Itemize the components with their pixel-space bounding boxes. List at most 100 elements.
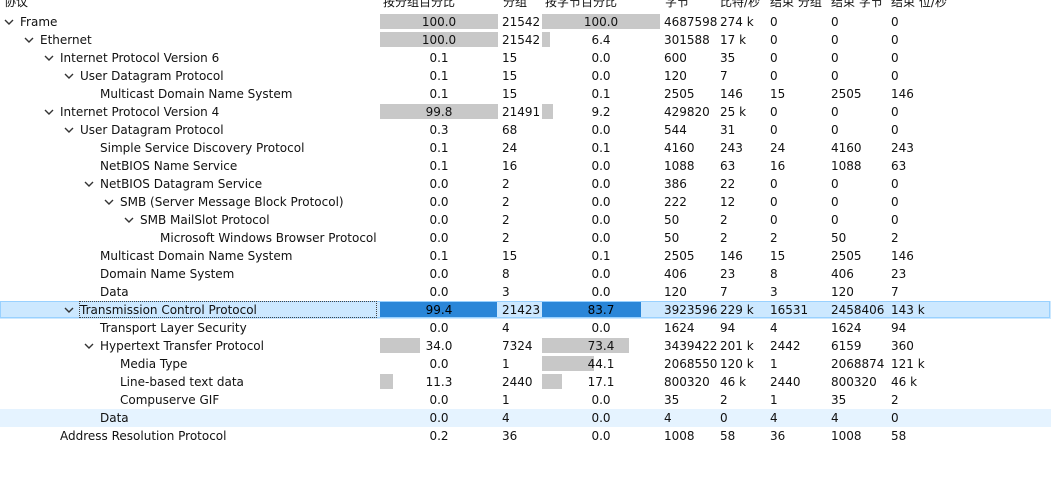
chevron-down-icon[interactable] — [44, 107, 54, 117]
bytes-value: 1088 — [664, 159, 695, 173]
chevron-down-icon[interactable] — [84, 341, 94, 351]
chevron-down-icon[interactable] — [84, 179, 94, 189]
protocol-name: Domain Name System — [100, 267, 235, 281]
end-packets-value: 2442 — [770, 339, 801, 353]
packets-value: 2 — [502, 177, 510, 191]
tree-row[interactable]: Compuserve GIF 0.0 1 0.0 35 2 1 35 2 — [0, 391, 1051, 409]
end-bits-per-sec-value: 360 — [891, 339, 914, 353]
bytes-value: 429820 — [664, 105, 710, 119]
protocol-cell: SMB MailSlot Protocol — [124, 211, 270, 229]
chevron-down-icon[interactable] — [64, 305, 74, 315]
tree-row[interactable]: SMB (Server Message Block Protocol) 0.0 2 0… — [0, 193, 1051, 211]
chevron-down-icon[interactable] — [64, 125, 74, 135]
end-bytes-value: 0 — [831, 195, 839, 209]
column-header-protocol[interactable]: 协议 — [4, 0, 29, 9]
bytes-value: 1008 — [664, 429, 695, 443]
end-bits-per-sec-value: 0 — [891, 51, 899, 65]
packets-value: 2440 — [502, 375, 533, 389]
percent-packets-value: 0.0 — [429, 285, 449, 299]
percent-packets-value: 0.0 — [429, 393, 449, 407]
tree-row[interactable]: User Datagram Protocol 0.3 68 0.0 544 31 0 0 0 — [0, 121, 1051, 139]
end-bytes-value: 0 — [831, 69, 839, 83]
tree-row[interactable]: Ethernet 100.0 21542 6.4 301588 17 k 0 0 0 — [0, 31, 1051, 49]
tree-row[interactable]: Frame 100.0 21542 100.0 4687598 274 k 0 0 0 — [0, 13, 1051, 31]
end-bytes-value: 0 — [831, 33, 839, 47]
column-header-end-bytes[interactable]: 结束 字节 — [831, 0, 883, 9]
protocol-cell: Domain Name System — [84, 265, 234, 283]
protocol-name: Address Resolution Protocol — [60, 429, 227, 443]
end-bytes-value: 406 — [831, 267, 854, 281]
column-header-packets[interactable]: 分组 — [503, 0, 528, 9]
column-header-percent-packets[interactable]: 按分组百分比 — [383, 0, 456, 9]
selection-outline — [0, 301, 1050, 318]
end-bytes-value: 0 — [831, 105, 839, 119]
tree-row[interactable]: Internet Protocol Version 4 99.8 21491 9.2 4… — [0, 103, 1051, 121]
protocol-cell: Transmission Control Protocol — [64, 301, 257, 319]
end-packets-value: 2440 — [770, 375, 801, 389]
end-packets-value: 3 — [770, 285, 778, 299]
percent-bytes-bar — [542, 14, 660, 29]
column-header-end-bits-per-sec[interactable]: 结束 位/秒 — [891, 0, 947, 9]
packets-value: 2 — [502, 231, 510, 245]
chevron-down-icon[interactable] — [124, 215, 134, 225]
tree-row[interactable]: Transport Layer Security 0.0 4 0.0 1624 94 4 16… — [0, 319, 1051, 337]
tree-row[interactable]: Microsoft Windows Browser Protocol 0.0 2 0.… — [0, 229, 1051, 247]
chevron-down-icon[interactable] — [64, 71, 74, 81]
tree-row[interactable]: SMB MailSlot Protocol 0.0 2 0.0 50 2 0 0 0 — [0, 211, 1051, 229]
end-bytes-value: 0 — [831, 123, 839, 137]
tree-row[interactable]: Data 0.0 3 0.0 120 7 3 120 7 — [0, 283, 1051, 301]
bits-per-sec-value: 201 k — [720, 339, 754, 353]
tree-row[interactable]: NetBIOS Name Service 0.1 16 0.0 1088 63 16 1088… — [0, 157, 1051, 175]
tree-row[interactable]: Address Resolution Protocol 0.2 36 0.0 1008 5… — [0, 427, 1051, 445]
column-header-bytes[interactable]: 字节 — [665, 0, 690, 9]
column-header-bits-per-sec[interactable]: 比特/秒 — [720, 0, 761, 9]
end-bits-per-sec-value: 0 — [891, 411, 899, 425]
percent-packets-value: 0.0 — [429, 195, 449, 209]
tree-row[interactable]: Hypertext Transfer Protocol 34.0 7324 73.4 3… — [0, 337, 1051, 355]
tree-row[interactable]: Media Type 0.0 1 44.1 2068550 120 k 1 2068874 12… — [0, 355, 1051, 373]
tree-row[interactable]: Domain Name System 0.0 8 0.0 406 23 8 406 23 — [0, 265, 1051, 283]
end-bytes-value: 0 — [831, 177, 839, 191]
tree-row[interactable]: Multicast Domain Name System 0.1 15 0.1 2505… — [0, 247, 1051, 265]
tree-row[interactable]: Data 0.0 4 0.0 4 0 4 4 0 — [0, 409, 1051, 427]
tree-row[interactable]: User Datagram Protocol 0.1 15 0.0 120 7 0 0 0 — [0, 67, 1051, 85]
percent-bytes-value: 0.0 — [591, 393, 611, 407]
bytes-value: 4160 — [664, 141, 695, 155]
chevron-down-icon[interactable] — [24, 35, 34, 45]
percent-packets-value: 0.0 — [429, 177, 449, 191]
column-header-percent-bytes[interactable]: 按字节百分比 — [545, 0, 618, 9]
end-packets-value: 1 — [770, 393, 778, 407]
percent-packets-value: 0.1 — [429, 141, 449, 155]
tree-row[interactable]: Internet Protocol Version 6 0.1 15 0.0 600 35… — [0, 49, 1051, 67]
end-bits-per-sec-value: 0 — [891, 213, 899, 227]
chevron-down-icon[interactable] — [44, 53, 54, 63]
tree-row[interactable]: Simple Service Discovery Protocol 0.1 24 0.… — [0, 139, 1051, 157]
bytes-value: 120 — [664, 285, 687, 299]
tree-row[interactable]: Multicast Domain Name System 0.1 15 0.1 2505… — [0, 85, 1051, 103]
packets-value: 21423 — [502, 303, 541, 317]
end-bytes-value: 1088 — [831, 159, 862, 173]
protocol-cell: Hypertext Transfer Protocol — [84, 337, 264, 355]
tree-row[interactable]: Line-based text data 11.3 2440 17.1 800320 46… — [0, 373, 1051, 391]
protocol-name: Internet Protocol Version 6 — [60, 51, 220, 65]
packets-value: 1 — [502, 357, 510, 371]
percent-packets-bar — [380, 32, 498, 47]
chevron-down-icon[interactable] — [104, 197, 114, 207]
percent-bytes-value: 0.0 — [591, 285, 611, 299]
bits-per-sec-value: 25 k — [720, 105, 747, 119]
percent-packets-bar — [380, 14, 498, 29]
end-packets-value: 16 — [770, 159, 786, 173]
tree-row[interactable]: NetBIOS Datagram Service 0.0 2 0.0 386 22 0 0 0 — [0, 175, 1051, 193]
percent-bytes-value: 0.0 — [591, 177, 611, 191]
chevron-down-icon[interactable] — [4, 17, 14, 27]
tree-row[interactable]: Transmission Control Protocol 99.4 21423 83… — [0, 301, 1051, 319]
protocol-cell: Compuserve GIF — [104, 391, 219, 409]
column-header-end-packets[interactable]: 结束 分组 — [770, 0, 822, 9]
percent-bytes-value: 0.0 — [591, 51, 611, 65]
bytes-value: 2068550 — [664, 357, 718, 371]
end-packets-value: 0 — [770, 105, 778, 119]
protocol-name: Microsoft Windows Browser Protocol — [160, 231, 377, 245]
bits-per-sec-value: 12 — [720, 195, 736, 209]
percent-bytes-bar — [542, 32, 550, 47]
bits-per-sec-value: 243 — [720, 141, 743, 155]
